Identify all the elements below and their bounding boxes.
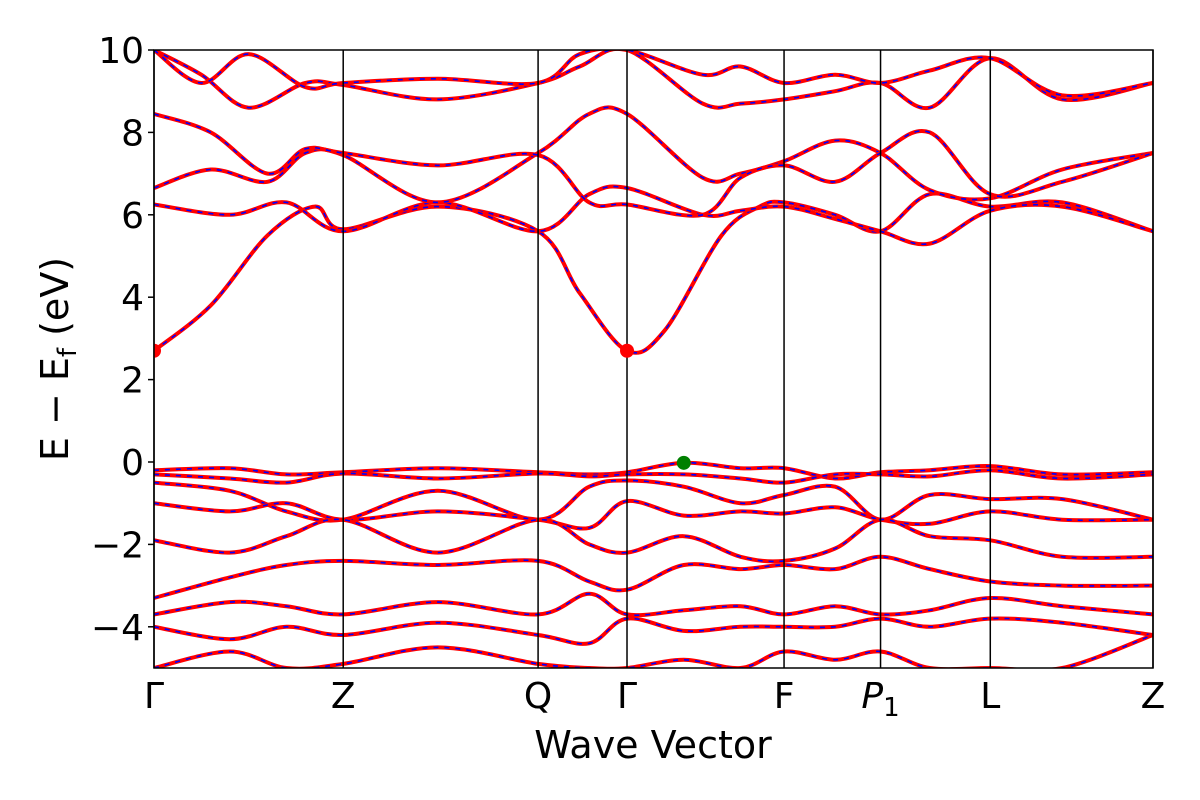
band-line-9 [154, 478, 1153, 523]
band-line-1-dashed-overlay [154, 192, 1153, 354]
y-tick-label-2: −2 [91, 525, 144, 566]
y-tick-label-1: −4 [91, 608, 144, 649]
y-axis-label-main: E − E [33, 357, 77, 461]
band-line-14 [154, 616, 1153, 646]
band-line-3-dashed-overlay [154, 106, 1153, 204]
band-line-5 [154, 50, 1153, 111]
x-tick-label-6: P1 [861, 676, 899, 723]
x-axis-ticks: Γ Z Q Γ F P1 L Z [144, 676, 1165, 723]
band-line-6-dashed-overlay [154, 50, 1153, 97]
band-line-10-dashed-overlay [154, 500, 1153, 530]
y-tick-label-5: 4 [121, 278, 144, 319]
x-axis-label: Wave Vector [534, 723, 772, 767]
x-tick-label-8: Z [1141, 676, 1166, 717]
y-axis-label-subscript: f [53, 347, 83, 357]
band-line-2-dashed-overlay [154, 185, 1153, 246]
marker-cbm-2 [620, 343, 635, 358]
band-line-13 [154, 591, 1153, 618]
band-line-8-dashed-overlay [154, 469, 1153, 484]
band-line-15 [154, 633, 1153, 668]
x-tick-label-4: Γ [617, 676, 637, 717]
band-line-14-dashed-overlay [154, 617, 1153, 645]
plot-frame [153, 49, 1154, 669]
band-line-1 [154, 191, 1153, 355]
marker-vbm-3 [676, 455, 691, 470]
y-axis-label-unit: (eV) [33, 257, 77, 348]
band-line-9-dashed-overlay [154, 479, 1153, 522]
y-axis-label: E − Ef (eV) [33, 257, 83, 461]
marker-cbm-1 [154, 343, 161, 358]
band-line-3 [154, 105, 1153, 205]
x-tick-label-3: Q [524, 676, 552, 717]
band-line-11-dashed-overlay [154, 518, 1153, 563]
band-line-4-dashed-overlay [154, 113, 1153, 217]
x-tick-label-5: F [774, 676, 795, 717]
band-line-15-dashed-overlay [154, 634, 1153, 668]
band-line-12-dashed-overlay [154, 555, 1153, 599]
band-line-13-dashed-overlay [154, 592, 1153, 616]
y-axis-ticks: −4 −2 0 2 4 6 8 10 [91, 31, 154, 649]
band-line-4 [154, 111, 1153, 218]
y-tick-label-4: 2 [121, 361, 144, 402]
x-tick-label-7: L [980, 676, 1000, 717]
y-tick-label-8: 10 [98, 31, 144, 72]
y-tick-label-3: 0 [121, 443, 144, 484]
y-tick-label-6: 6 [121, 196, 144, 237]
band-lines [154, 50, 1153, 668]
high-symmetry-lines [153, 50, 1154, 668]
band-line-6 [154, 50, 1153, 99]
band-line-11 [154, 517, 1153, 564]
y-tick-label-7: 8 [121, 113, 144, 154]
x-tick-label-1: Γ [144, 676, 164, 717]
x-tick-label-2: Z [331, 676, 356, 717]
band-extrema-markers [154, 343, 691, 470]
band-line-7-dashed-overlay [154, 461, 1153, 480]
